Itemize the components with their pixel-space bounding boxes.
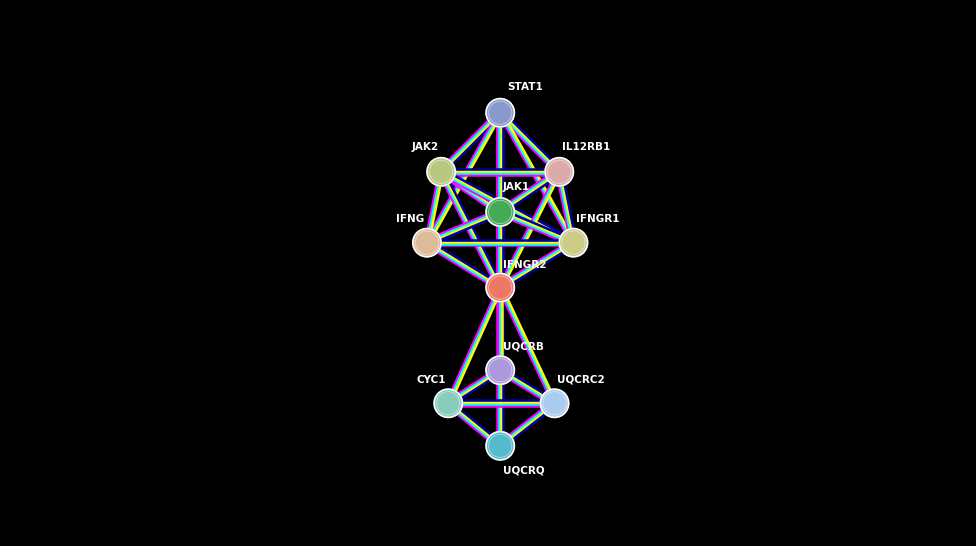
- Circle shape: [486, 356, 514, 384]
- Text: JAK2: JAK2: [412, 143, 439, 152]
- Circle shape: [436, 391, 460, 415]
- Circle shape: [485, 431, 515, 461]
- Circle shape: [489, 276, 511, 299]
- Circle shape: [543, 391, 566, 415]
- Circle shape: [416, 231, 438, 254]
- Circle shape: [545, 157, 574, 187]
- Circle shape: [412, 228, 442, 258]
- Circle shape: [485, 98, 515, 128]
- Circle shape: [433, 388, 464, 418]
- Circle shape: [485, 272, 515, 302]
- Text: IFNGR2: IFNGR2: [503, 260, 546, 270]
- Circle shape: [486, 198, 514, 226]
- Circle shape: [559, 228, 588, 257]
- Text: UQCRB: UQCRB: [503, 342, 544, 352]
- Text: IL12RB1: IL12RB1: [561, 143, 610, 152]
- Circle shape: [427, 158, 456, 186]
- Circle shape: [548, 160, 571, 183]
- Text: JAK1: JAK1: [503, 182, 530, 192]
- Text: CYC1: CYC1: [417, 375, 446, 384]
- Circle shape: [485, 355, 515, 385]
- Circle shape: [485, 197, 515, 227]
- Circle shape: [486, 432, 514, 460]
- Circle shape: [486, 274, 514, 302]
- Circle shape: [486, 99, 514, 127]
- Circle shape: [413, 228, 441, 257]
- Circle shape: [427, 157, 456, 187]
- Circle shape: [489, 434, 511, 458]
- Circle shape: [562, 231, 585, 254]
- Text: IFNG: IFNG: [396, 214, 425, 224]
- Circle shape: [541, 389, 569, 418]
- Circle shape: [489, 359, 511, 382]
- Circle shape: [429, 160, 453, 183]
- Circle shape: [489, 200, 511, 223]
- Circle shape: [540, 388, 569, 418]
- Circle shape: [558, 228, 589, 258]
- Text: UQCRC2: UQCRC2: [557, 375, 605, 384]
- Circle shape: [489, 101, 511, 124]
- Circle shape: [434, 389, 463, 418]
- Text: IFNGR1: IFNGR1: [576, 214, 620, 224]
- Text: UQCRQ: UQCRQ: [503, 465, 545, 476]
- Circle shape: [545, 158, 574, 186]
- Text: STAT1: STAT1: [508, 82, 543, 92]
